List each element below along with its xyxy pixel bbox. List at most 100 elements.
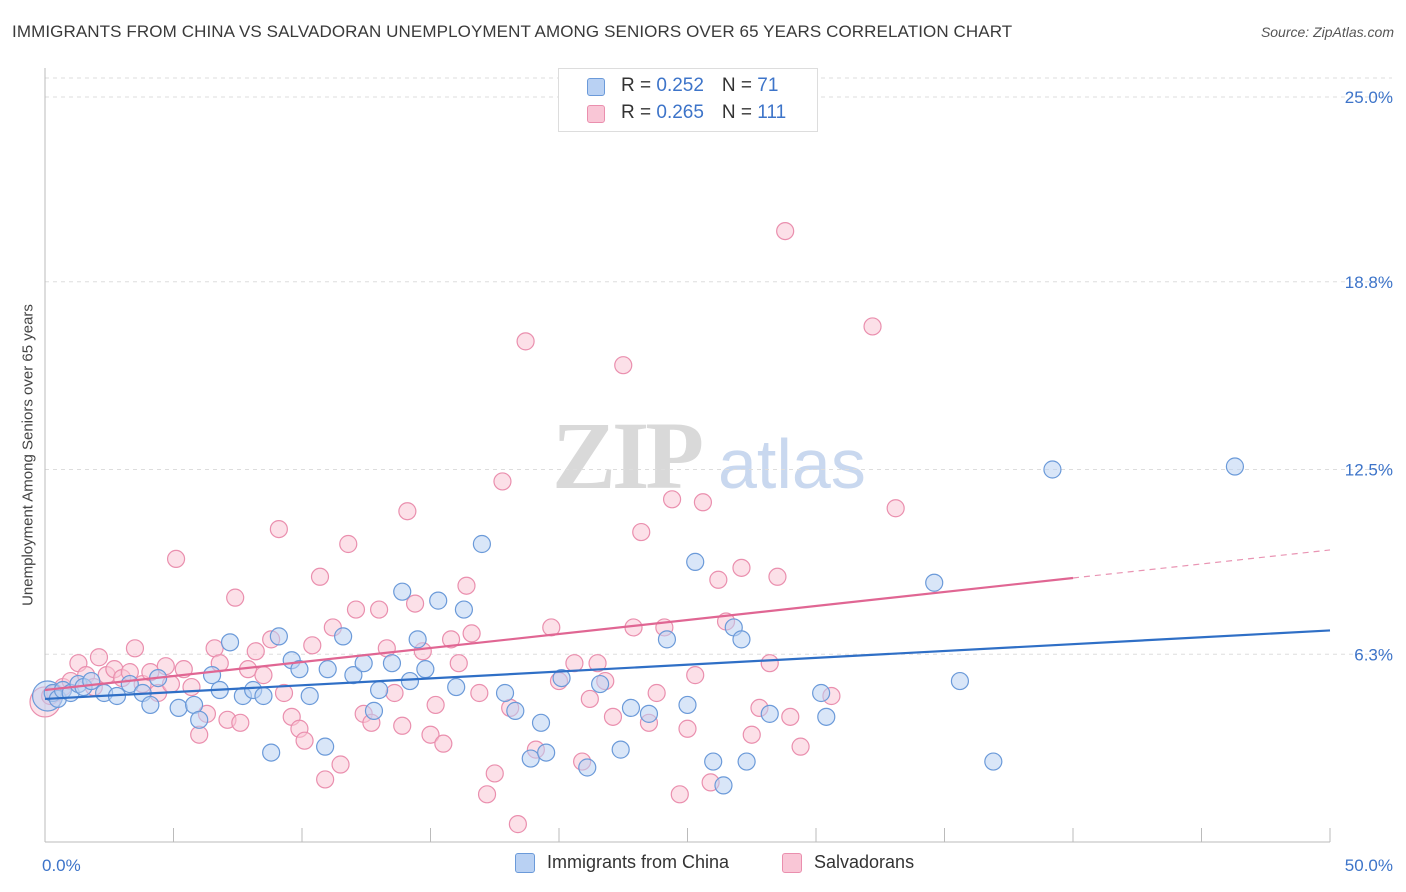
china-point [416,660,435,679]
china-point [316,737,335,756]
china-point [704,752,723,771]
x-tick-label: 0.0% [42,856,81,875]
salvadorans-point [226,588,245,607]
y-tick-labels: 6.3% 12.5% 18.8% 25.0% [1345,88,1393,664]
salvadorans-point [426,695,445,715]
salvadorans-point [405,594,425,613]
china-point [141,695,160,715]
salvadorans-trend-line [44,576,1074,692]
salvadorans-point [254,666,273,685]
r-label: R = [621,75,657,96]
salvadorans-point [339,534,358,554]
china-point [984,752,1003,771]
salvadorans-point [732,558,751,577]
china-point [447,677,466,697]
salvadorans-point [693,493,713,512]
china-swatch [587,78,605,96]
r-value: 0.252 [656,75,704,96]
china-points [31,457,1245,795]
n-label: N = [721,102,758,123]
china-point [657,630,677,649]
salvadorans-point [565,654,584,673]
salvadorans-point [781,707,800,726]
n-label: N = [721,75,758,96]
salvadorans-point [385,683,404,703]
salvadorans-point [791,737,810,756]
china-point [220,633,240,652]
legend-row-text: R = 0.265 N = 111 [621,102,786,124]
salvadorans-point [310,567,330,586]
china-point [531,713,551,732]
china-point [290,660,309,679]
salvadorans-point [434,734,453,753]
salvadorans-point [508,815,527,834]
china-point [521,749,540,768]
china-point [169,698,188,718]
china-point [400,671,420,691]
salvadorans-point [588,654,607,673]
salvadorans-point [231,713,250,732]
salvadorans-point [346,600,366,619]
salvadorans-point [493,472,512,491]
salvadorans-point [274,683,294,703]
salvadorans-point [662,490,682,509]
salvadorans-point [516,332,535,351]
salvadorans-point [580,689,599,709]
china-trend-line [44,629,1331,701]
china-point [639,704,659,723]
salvadorans-point [768,567,787,586]
salvadorans-point [863,317,882,336]
china-point [506,701,525,720]
salvadorans-point [477,785,497,804]
watermark-zip: ZIP [552,402,701,509]
china-point [817,707,836,726]
salvadorans-point [89,648,109,667]
china-point [686,552,705,571]
china-point [1225,457,1245,476]
y-tick-label: 18.8% [1345,273,1393,292]
y-tick-label: 6.3% [1354,645,1393,664]
salvadorans-point [760,654,779,673]
china-swatch [515,853,535,873]
y-tick-label: 12.5% [1345,461,1393,480]
x-tick-label: 50.0% [1345,856,1393,875]
salvadorans-point [166,549,186,569]
china-point [262,743,281,762]
x-tick-labels: 0.0% 50.0% [42,856,1393,875]
china-point [370,680,389,700]
china-point [364,701,384,720]
china-point [354,654,373,673]
china-point [202,666,222,685]
salvadorans-point [303,636,322,655]
china-point [678,695,697,715]
salvadorans-point [647,683,666,703]
china-point [190,710,209,729]
salvadorans-point [742,725,761,744]
china-point [611,740,630,759]
china-point [472,534,491,554]
n-value: 111 [757,102,787,123]
china-point [1043,460,1062,479]
china-point [621,698,641,718]
salvadorans-point [393,716,412,735]
salvadorans-point [632,522,651,542]
china-point [552,668,571,688]
salvadorans-point [457,576,476,595]
salvadorans-point [614,356,633,375]
china-point [495,683,515,703]
watermark-atlas: atlas [718,425,866,503]
salvadorans-point [316,770,335,789]
watermark: ZIP atlas [552,402,866,509]
china-point [925,573,944,592]
china-point [537,743,556,762]
salvadorans-point [686,666,705,685]
salvadorans-point [603,707,623,726]
china-point [344,666,363,685]
salvadorans-point [485,764,504,783]
china-point [732,630,751,649]
salvadorans-point [470,683,489,703]
salvadorans-swatch [782,853,802,873]
salvadorans-point [295,731,314,750]
china-point [812,683,831,703]
